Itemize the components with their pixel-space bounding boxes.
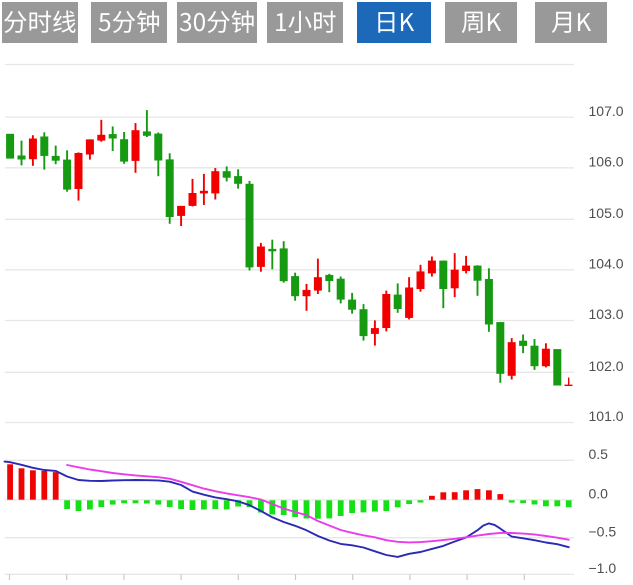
svg-text:0.0: 0.0	[589, 486, 609, 502]
svg-text:107.0: 107.0	[589, 103, 624, 119]
svg-text:101.0: 101.0	[589, 408, 624, 424]
svg-text:105.0: 105.0	[589, 205, 624, 221]
svg-text:0.5: 0.5	[589, 446, 609, 462]
svg-text:104.0: 104.0	[589, 256, 624, 272]
svg-text:103.0: 103.0	[589, 306, 624, 322]
svg-text:−1.0: −1.0	[589, 560, 617, 576]
svg-text:102.0: 102.0	[589, 358, 624, 374]
svg-text:106.0: 106.0	[589, 154, 624, 170]
svg-text:−0.5: −0.5	[589, 523, 617, 539]
